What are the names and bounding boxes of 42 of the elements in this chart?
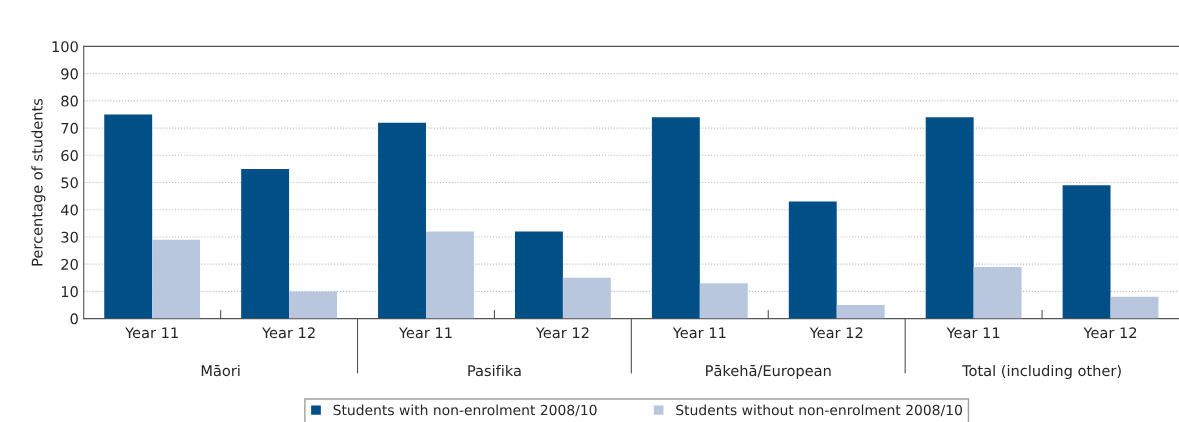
bar — [425, 231, 474, 319]
y-tick-label: 10 — [61, 286, 78, 298]
y-tick-label: 50 — [61, 177, 78, 189]
x-tick-label: Year 11 — [398, 327, 452, 339]
x-tick-label: Year 12 — [535, 327, 589, 339]
bar — [241, 168, 290, 319]
x-tick-label: Year 11 — [946, 327, 1000, 339]
x-tick-label: Year 12 — [809, 327, 863, 339]
legend-label: Students with non-enrolment 2008/10 — [333, 404, 597, 417]
x-tick-label: Year 12 — [1083, 327, 1137, 339]
y-axis-title: Percentage of students — [31, 98, 46, 266]
legend-label: Students without non-enrolment 2008/10 — [676, 404, 962, 417]
text: Pākehā/European — [706, 364, 831, 379]
bar — [699, 283, 748, 319]
y-tick-label: 70 — [61, 122, 78, 134]
bar — [651, 117, 700, 319]
y-tick-label: 40 — [61, 204, 78, 216]
bar — [562, 277, 611, 319]
x-tick-label: Year 12 — [262, 327, 315, 339]
y-tick-label: 0 — [70, 313, 78, 325]
y-tick-label: 90 — [61, 68, 78, 80]
bar — [1062, 185, 1111, 319]
x-tick-label: Year 11 — [672, 327, 726, 339]
text: Pasifika — [468, 364, 521, 377]
bar — [973, 266, 1022, 319]
x-tick-label: Year 11 — [125, 327, 178, 339]
y-tick-label: 20 — [61, 258, 78, 270]
bar — [514, 231, 563, 319]
y-tick-label: 100 — [52, 41, 78, 53]
y-tick-label: 30 — [61, 231, 78, 243]
text: Total (including other) — [962, 364, 1121, 379]
bar — [289, 291, 337, 319]
y-tick-label: 60 — [61, 150, 78, 162]
text: Māori — [201, 364, 240, 377]
bar — [104, 114, 153, 319]
bar — [925, 117, 974, 319]
bar — [1110, 296, 1159, 319]
bar — [836, 305, 885, 319]
bar — [152, 239, 201, 319]
bar — [378, 122, 426, 319]
bar — [788, 201, 837, 319]
y-tick-label: 80 — [61, 95, 78, 107]
